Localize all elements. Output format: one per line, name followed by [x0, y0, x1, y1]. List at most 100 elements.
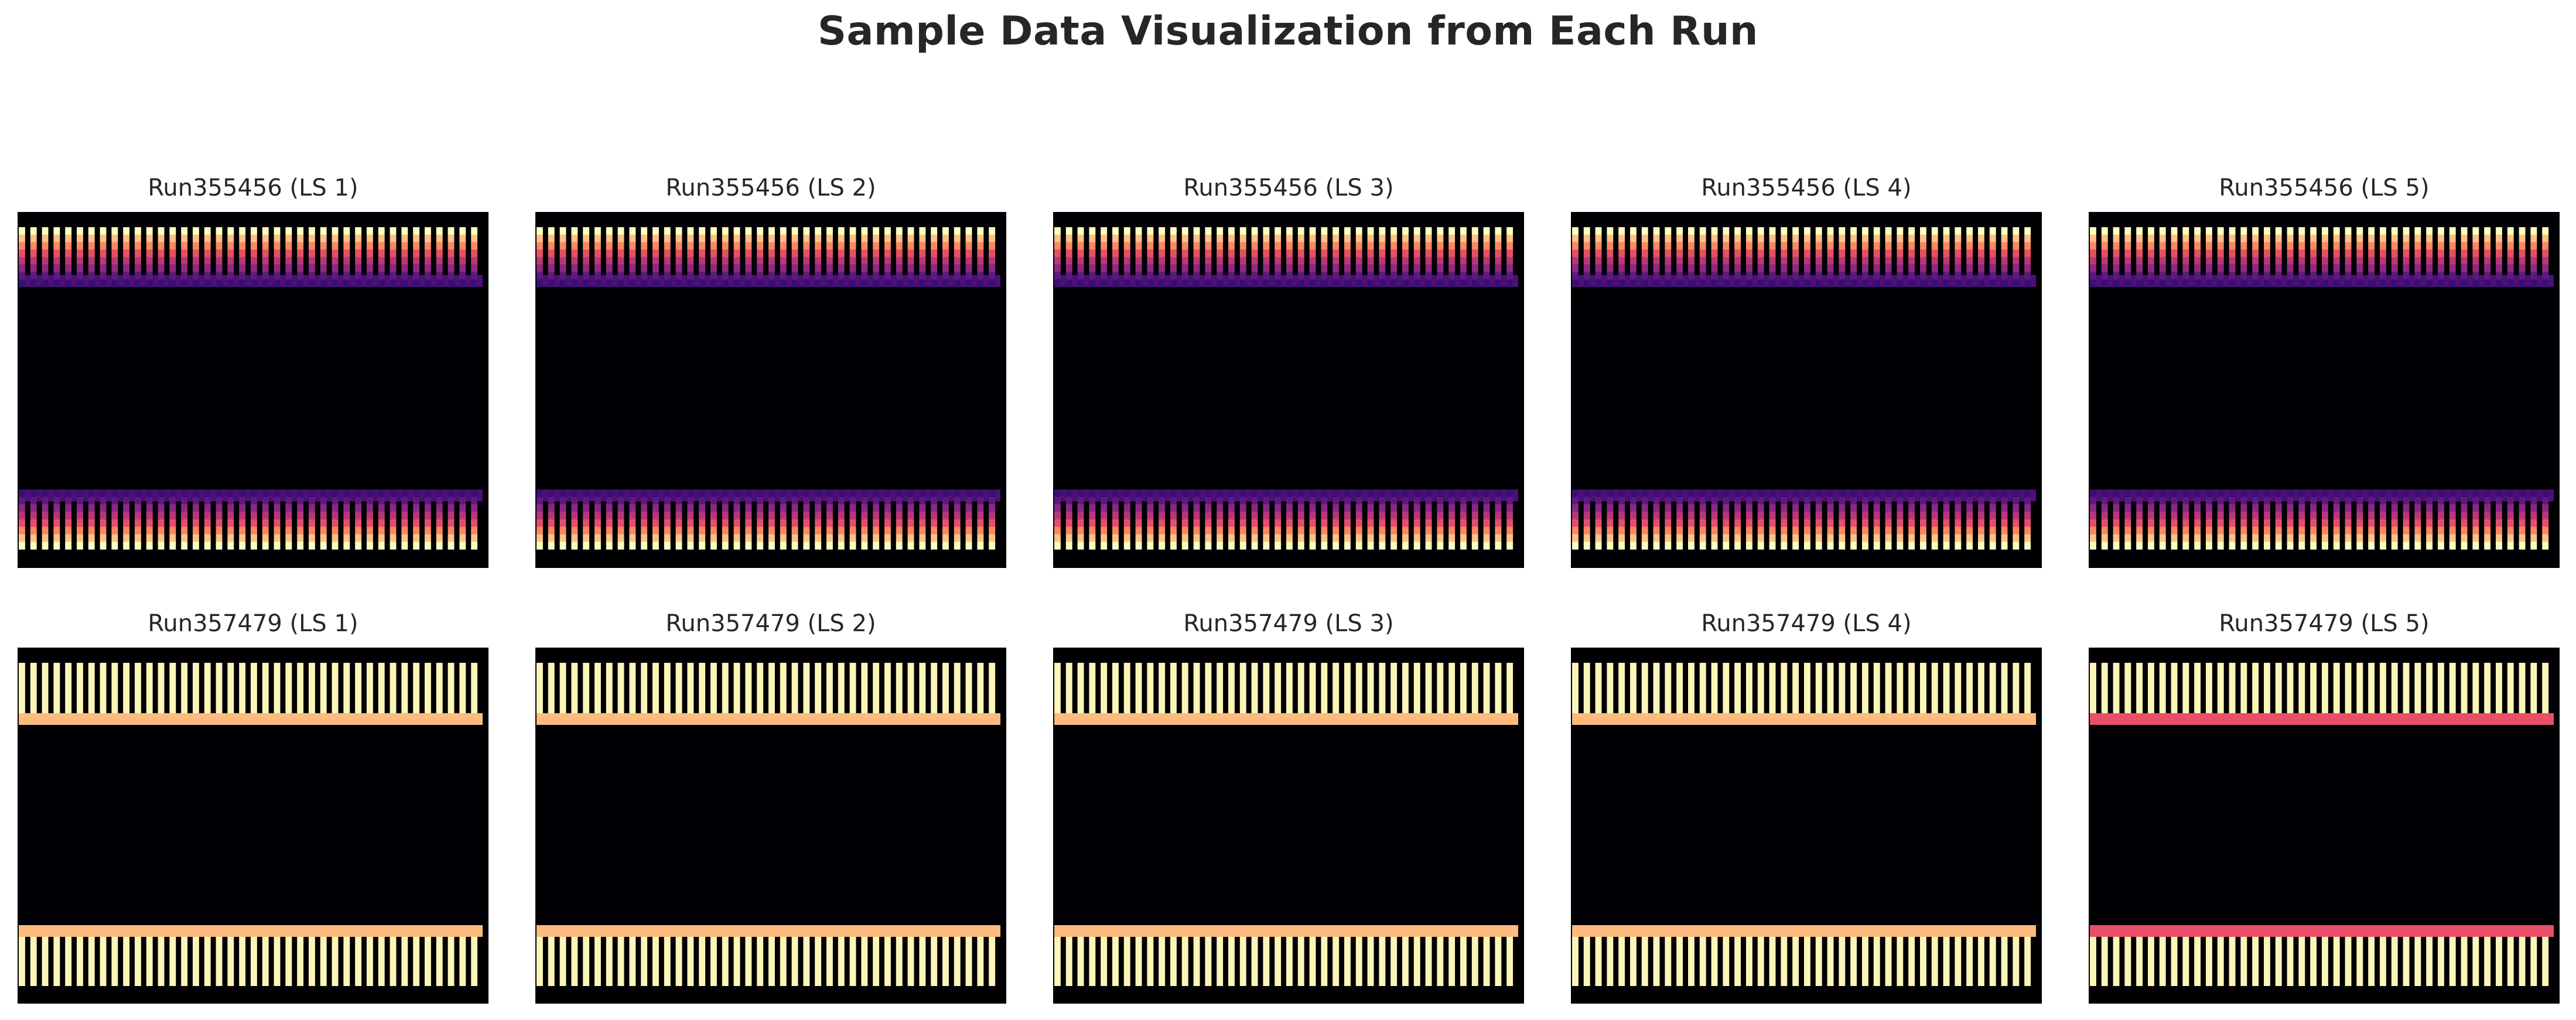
bottom-cell	[1955, 534, 1962, 542]
top-cell	[123, 257, 130, 265]
bottom-cell	[1135, 512, 1142, 520]
top-stripe	[977, 663, 984, 713]
bottom-cell	[1379, 512, 1386, 520]
bottom-cell	[111, 534, 118, 542]
bottom-cell	[1205, 526, 1212, 535]
bottom-cell	[1483, 490, 1490, 498]
bottom-cell	[1931, 497, 1938, 505]
bottom-cell	[571, 504, 578, 512]
bottom-cell	[2484, 519, 2491, 528]
top-cell	[158, 227, 165, 235]
top-cell	[1391, 257, 1398, 265]
bottom-cell	[548, 526, 555, 535]
bottom-cell	[687, 519, 694, 528]
bottom-cell	[2414, 490, 2421, 498]
top-cell	[699, 227, 706, 235]
bottom-cell	[123, 504, 130, 512]
bottom-cell	[2333, 504, 2340, 512]
bottom-cell	[2124, 490, 2131, 498]
top-cell	[1873, 227, 1880, 235]
bottom-cell	[1402, 519, 1409, 528]
bottom-cell	[1804, 526, 1810, 535]
bottom-cell	[571, 519, 578, 528]
top-cell	[2542, 264, 2549, 273]
bottom-cell	[617, 497, 624, 505]
top-cell	[1989, 272, 1996, 280]
top-cell	[2298, 249, 2305, 258]
bottom-cell	[332, 512, 339, 520]
bottom-cell	[111, 526, 118, 535]
bottom-stripe	[1792, 937, 1799, 986]
top-cell	[1101, 249, 1108, 258]
bottom-cell	[390, 512, 397, 520]
bottom-cell	[2252, 512, 2259, 520]
top-cell	[664, 264, 671, 273]
bottom-cell	[2013, 526, 2020, 535]
top-stripe	[1054, 663, 1061, 713]
top-stripe	[378, 663, 385, 713]
top-cell	[1641, 234, 1648, 243]
bottom-cell	[227, 504, 234, 512]
bottom-cell	[2310, 526, 2317, 535]
top-cell	[1483, 279, 1490, 287]
top-cell	[1379, 272, 1386, 280]
top-cell	[1251, 272, 1258, 280]
top-cell	[1193, 272, 1200, 280]
top-cell	[1205, 272, 1212, 280]
top-stripe	[595, 663, 601, 713]
top-stripe	[1344, 663, 1351, 713]
top-cell	[2124, 272, 2131, 280]
bottom-cell	[733, 512, 740, 520]
bottom-cell	[2148, 512, 2154, 520]
top-cell	[1653, 227, 1660, 235]
bottom-cell	[1448, 497, 1456, 505]
top-cell	[2368, 234, 2375, 243]
bottom-cell	[1630, 512, 1637, 520]
bottom-cell	[1630, 490, 1637, 498]
bottom-cell	[1483, 526, 1490, 535]
bottom-cell	[2449, 504, 2456, 512]
bottom-cell	[274, 534, 281, 542]
bottom-cell	[2024, 534, 2031, 542]
bottom-cell	[1607, 490, 1614, 498]
bottom-cell	[2310, 490, 2317, 498]
bottom-cell	[1943, 490, 1950, 498]
bottom-cell	[1978, 512, 1984, 520]
bottom-cell	[849, 504, 856, 512]
top-cell	[861, 264, 868, 273]
bottom-cell	[896, 490, 903, 498]
bottom-cell	[629, 512, 636, 520]
top-cell	[1495, 264, 1502, 273]
top-stripe	[471, 663, 478, 713]
panel-title: Run355456 (LS 1)	[148, 174, 358, 201]
top-cell	[1379, 227, 1386, 235]
top-cell	[1309, 242, 1316, 250]
top-stripe	[169, 663, 176, 713]
bottom-cell	[989, 497, 996, 505]
top-cell	[1413, 272, 1420, 280]
top-cell	[2113, 272, 2120, 280]
bottom-cell	[1425, 504, 1432, 512]
top-cell	[2206, 242, 2212, 250]
bottom-cell	[2449, 490, 2456, 498]
bottom-stripe	[1170, 937, 1177, 986]
top-cell	[2519, 234, 2526, 243]
top-cell	[617, 234, 624, 243]
bottom-cell	[1506, 519, 1514, 528]
bottom-cell	[1170, 526, 1177, 535]
top-cell	[1897, 227, 1904, 235]
top-cell	[1908, 234, 1915, 243]
top-cell	[285, 227, 292, 235]
bottom-cell	[1181, 526, 1188, 535]
top-stripe	[1483, 663, 1490, 713]
bottom-cell	[1885, 504, 1892, 512]
top-band	[19, 663, 483, 725]
bottom-cell	[1437, 542, 1444, 550]
top-cell	[1769, 257, 1776, 265]
top-cell	[1769, 249, 1776, 258]
bottom-cell	[262, 497, 269, 505]
bottom-cell	[332, 526, 339, 535]
top-cell	[1147, 249, 1154, 258]
top-cell	[815, 227, 822, 235]
top-cell	[733, 264, 740, 273]
